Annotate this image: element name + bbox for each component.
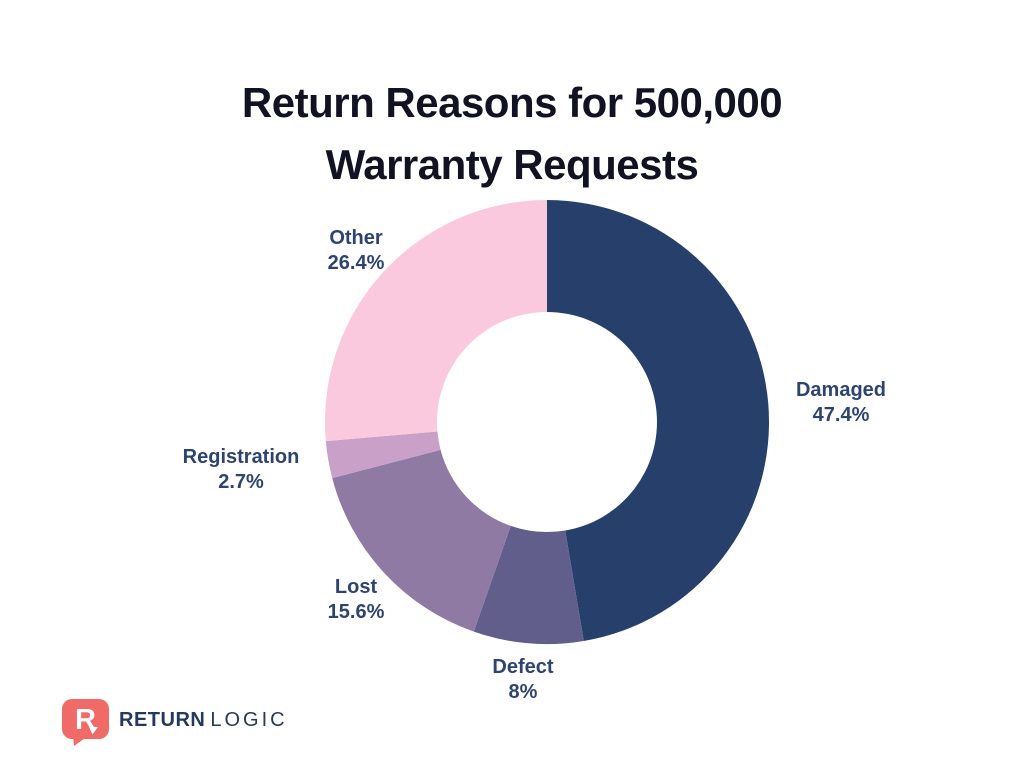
slice-label-value: 2.7% xyxy=(218,471,264,493)
chart-title: Return Reasons for 500,000 Warranty Requ… xyxy=(0,72,1024,196)
slice-label-other: Other 26.4% xyxy=(328,226,385,276)
logo-text-primary: RETURN xyxy=(119,709,206,731)
slice-label-name: Registration xyxy=(182,446,300,468)
donut-slice-registration xyxy=(325,431,441,479)
logo-icon-arrowhead xyxy=(89,727,98,735)
slice-label-name: Other xyxy=(329,227,383,249)
chart-title-line1: Return Reasons for 500,000 xyxy=(241,79,783,127)
slice-label-name: Defect xyxy=(492,656,554,678)
slice-label-name: Damaged xyxy=(795,379,887,401)
slice-label-value: 26.4% xyxy=(327,252,385,274)
donut-slice-other xyxy=(325,200,547,442)
slice-label-damaged: Damaged 47.4% xyxy=(796,378,886,428)
slice-label-value: 15.6% xyxy=(327,601,385,623)
logo-icon-bubble-tail xyxy=(73,736,88,746)
donut-slice-lost xyxy=(332,449,511,632)
slice-label-registration: Registration 2.7% xyxy=(183,445,300,495)
donut-slice-defect xyxy=(473,525,584,645)
returnlogic-logo-icon: R xyxy=(62,699,109,746)
logo-text: RETURN LOGIC xyxy=(119,709,288,732)
slice-label-value: 47.4% xyxy=(812,404,870,426)
slice-label-lost: Lost 15.6% xyxy=(328,575,385,625)
logo-icon-bubble xyxy=(62,699,109,739)
donut-slice-damaged xyxy=(547,199,770,641)
slice-label-defect: Defect 8% xyxy=(492,655,553,705)
slice-label-name: Lost xyxy=(334,576,378,598)
chart-title-line2: Warranty Requests xyxy=(325,141,699,189)
slice-label-value: 8% xyxy=(508,681,538,703)
returnlogic-logo: R RETURN LOGIC xyxy=(62,699,288,746)
logo-text-secondary: LOGIC xyxy=(210,709,288,731)
